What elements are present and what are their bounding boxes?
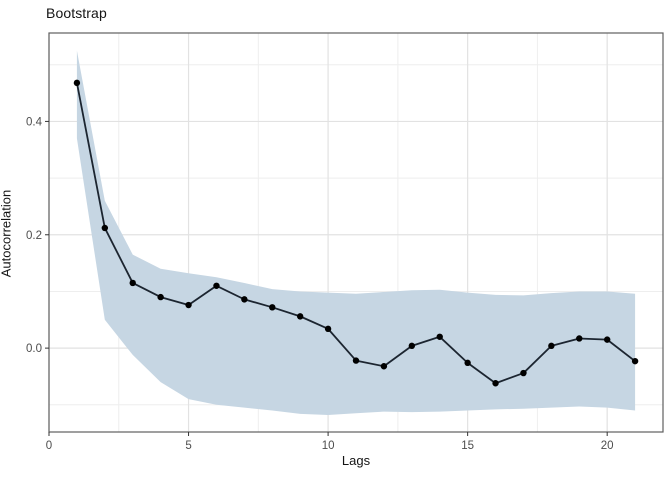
data-point bbox=[296, 313, 304, 320]
data-point bbox=[324, 325, 332, 333]
x-tick-label: 15 bbox=[461, 440, 474, 452]
y-axis-title: Autocorrelation bbox=[0, 189, 14, 278]
data-point bbox=[129, 279, 136, 287]
data-point bbox=[464, 359, 471, 367]
x-tick-label: 0 bbox=[46, 440, 52, 452]
panel-border bbox=[48, 32, 664, 433]
data-point bbox=[213, 282, 220, 289]
data-point bbox=[241, 296, 248, 303]
data-point bbox=[603, 336, 611, 343]
confidence-ribbon bbox=[76, 50, 636, 415]
x-tick-label: 10 bbox=[322, 440, 335, 452]
data-point bbox=[492, 380, 499, 387]
chart-title: Bootstrap bbox=[46, 5, 107, 21]
y-tick-label: 0.2 bbox=[26, 230, 42, 242]
data-point bbox=[576, 335, 583, 342]
data-point bbox=[548, 342, 555, 350]
y-tick-label: 0.4 bbox=[26, 116, 43, 128]
x-axis-title: Lags bbox=[341, 453, 371, 468]
y-tick-label: 0.0 bbox=[26, 343, 42, 355]
data-point bbox=[157, 293, 164, 301]
data-point bbox=[185, 301, 192, 309]
data-point bbox=[408, 342, 416, 350]
x-tick-label: 5 bbox=[185, 440, 191, 452]
data-point bbox=[380, 363, 388, 370]
data-point bbox=[520, 369, 527, 377]
data-point bbox=[352, 357, 360, 364]
data-point bbox=[101, 224, 109, 232]
data-point bbox=[436, 333, 443, 340]
data-point bbox=[73, 79, 81, 87]
data-point bbox=[631, 357, 639, 365]
data-point bbox=[269, 304, 276, 311]
x-tick-label: 20 bbox=[601, 440, 614, 452]
